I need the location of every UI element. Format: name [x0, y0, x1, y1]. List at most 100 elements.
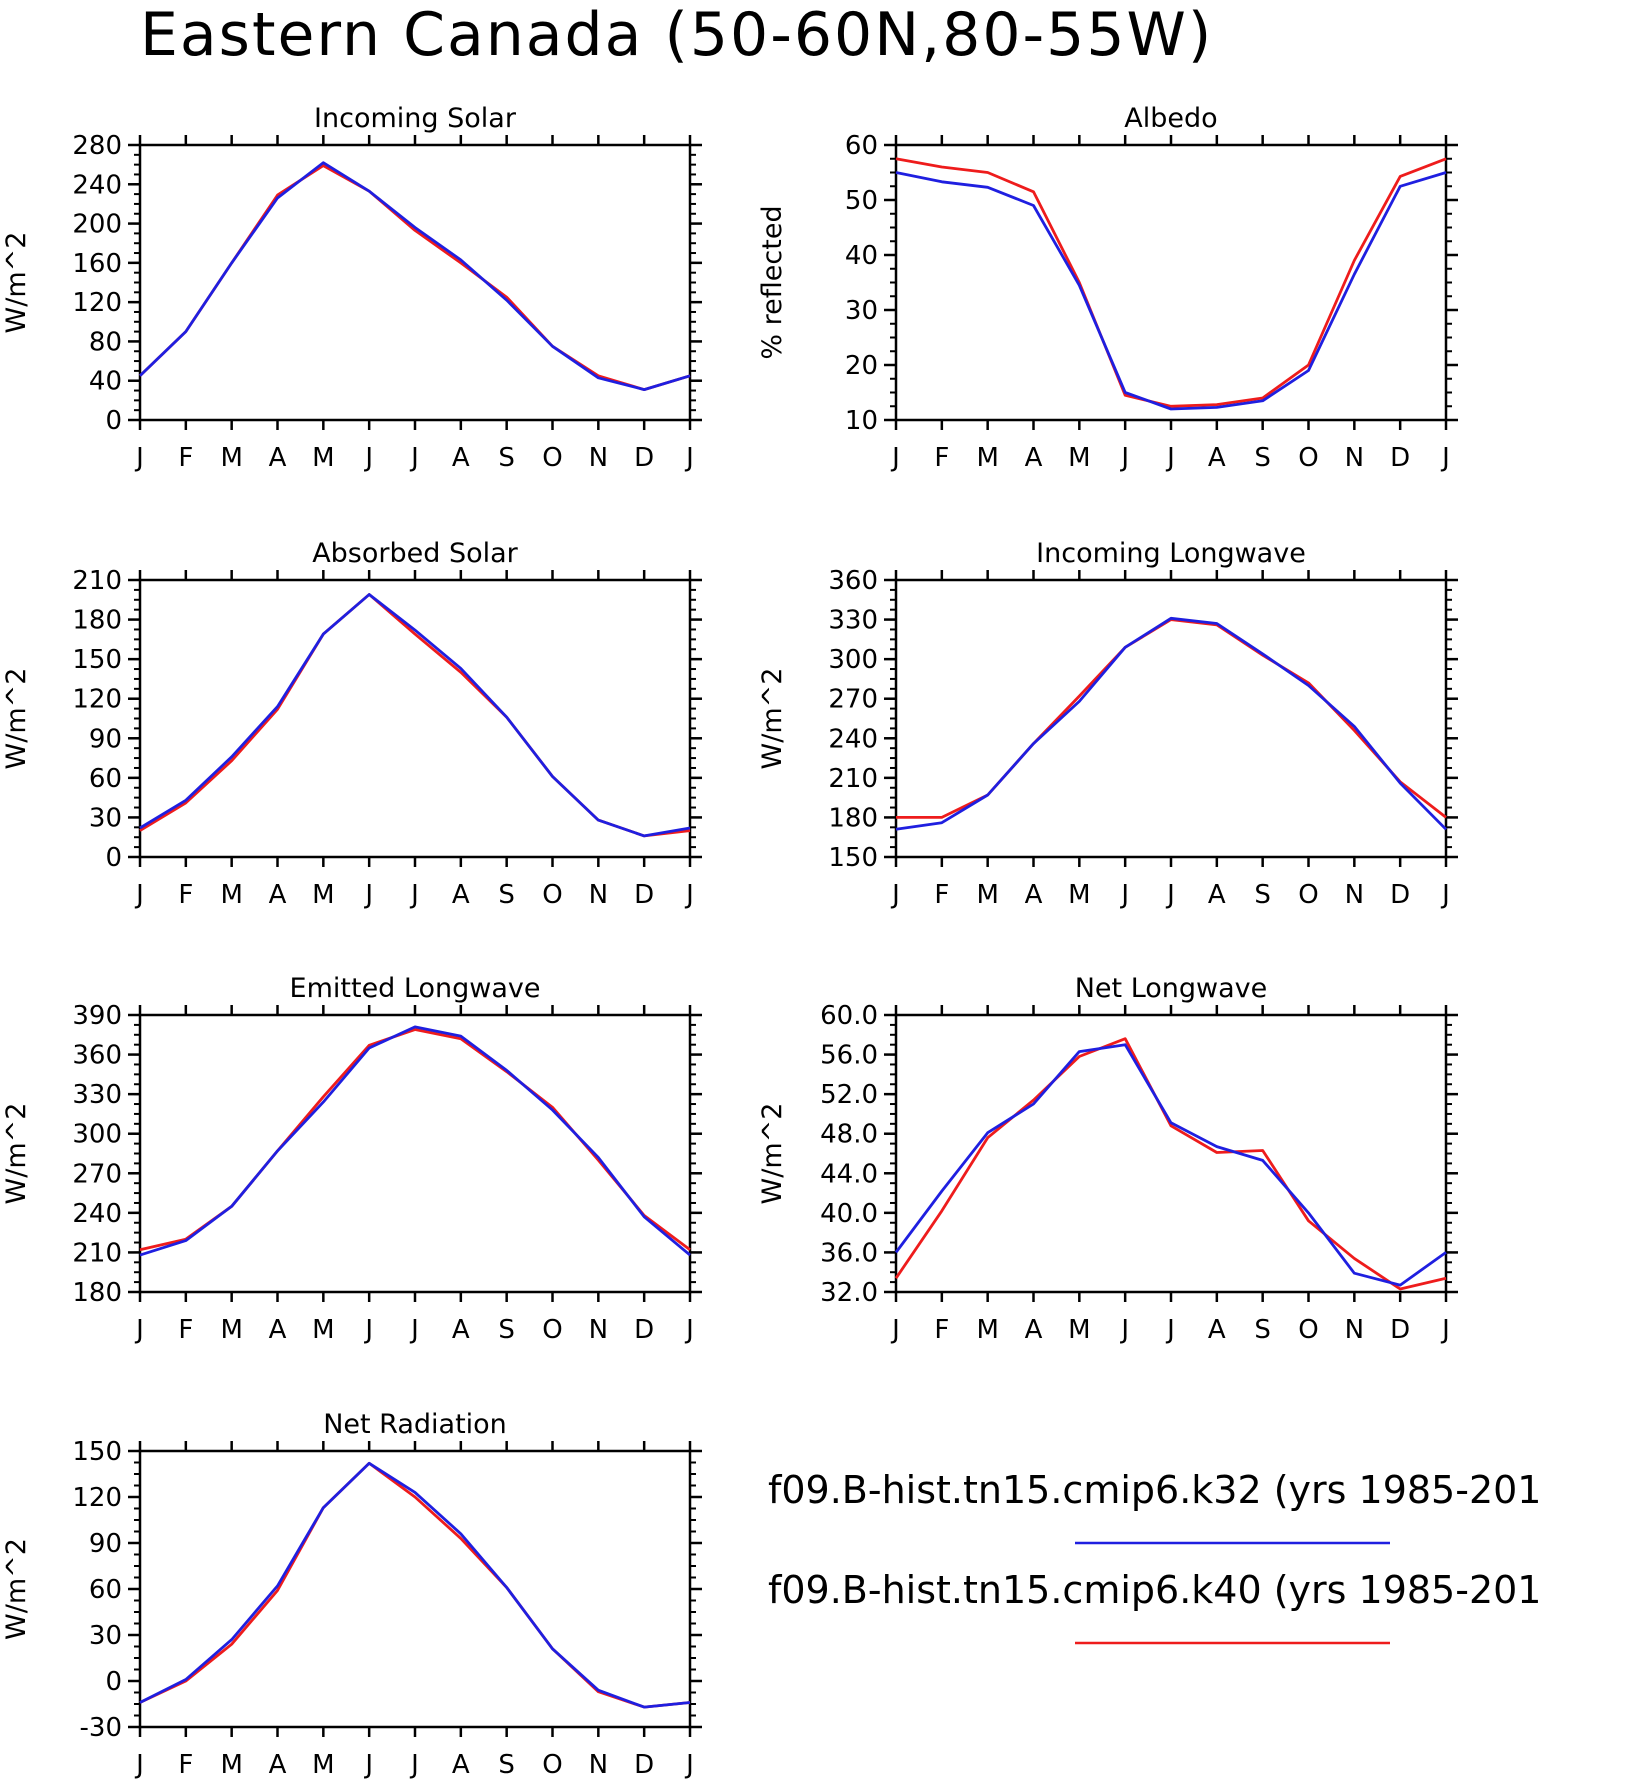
panel-title: Albedo — [1124, 103, 1217, 134]
x-tick-label: F — [178, 880, 193, 910]
y-tick-label: 30 — [845, 296, 878, 326]
plot-frame — [894, 578, 1448, 859]
y-tick-label: 240 — [72, 1199, 122, 1229]
x-tick-label: F — [934, 443, 949, 473]
x-tick-label: A — [452, 1750, 470, 1780]
x-tick-label: J — [890, 1315, 900, 1345]
y-tick-label: 210 — [72, 1238, 122, 1268]
series-line-k32 — [895, 171, 1447, 411]
x-tick-label: M — [976, 880, 998, 910]
x-tick-label: J — [409, 1315, 419, 1345]
series-line-k40 — [139, 1461, 691, 1709]
y-axis-label: W/m^2 — [757, 1103, 788, 1205]
y-tick-label: 210 — [828, 764, 878, 794]
x-tick-label: M — [312, 1750, 334, 1780]
y-tick-label: 0 — [105, 843, 122, 873]
x-tick-label: A — [452, 880, 470, 910]
panel-title: Absorbed Solar — [312, 538, 518, 569]
x-tick-label: S — [1254, 880, 1271, 910]
y-tick-label: 300 — [828, 645, 878, 675]
x-tick-label: J — [134, 880, 144, 910]
x-tick-label: N — [589, 1315, 608, 1345]
y-tick-label: 160 — [72, 249, 122, 279]
x-tick-label: M — [220, 443, 242, 473]
chart-incoming-longwave: J F M A M J J A S O N D J150180210240270300330360Inc… — [757, 538, 1458, 910]
x-tick-label: J — [1119, 443, 1129, 473]
x-tick-label: M — [312, 1315, 334, 1345]
panel-title: Net Longwave — [1075, 973, 1268, 1004]
x-tick-label: S — [498, 880, 515, 910]
y-axis-label: W/m^2 — [757, 668, 788, 770]
y-tick-label: 200 — [72, 210, 122, 240]
series-line-k40 — [894, 1037, 1447, 1291]
x-tick-label: O — [542, 443, 562, 473]
x-tick-label: A — [452, 443, 470, 473]
x-tick-label: J — [684, 1315, 694, 1345]
x-tick-label: A — [1025, 880, 1043, 910]
x-tick-label: A — [1208, 443, 1226, 473]
page-title: Eastern Canada (50-60N,80-55W) — [140, 0, 1214, 70]
x-tick-label: J — [1119, 1315, 1129, 1345]
y-tick-label: 180 — [72, 1278, 122, 1308]
x-tick-label: M — [976, 1315, 998, 1345]
y-tick-label: 56.0 — [820, 1041, 878, 1071]
y-tick-label: 40 — [845, 241, 878, 271]
x-tick-label: S — [1254, 1315, 1271, 1345]
y-tick-label: 30 — [89, 1621, 122, 1651]
x-tick-label: A — [452, 1315, 470, 1345]
y-tick-label: 270 — [828, 685, 878, 715]
y-tick-label: 48.0 — [820, 1120, 878, 1150]
series-line-k32 — [139, 1461, 691, 1709]
panel-title: Net Radiation — [323, 1409, 507, 1440]
legend-label-k32: f09.B-hist.tn15.cmip6.k32 (yrs 1985-201 — [768, 1468, 1542, 1512]
y-tick-label: 20 — [845, 351, 878, 381]
y-tick-label: 330 — [72, 1080, 122, 1110]
legend-entry-k40: f09.B-hist.tn15.cmip6.k40 (yrs 1985-201 — [768, 1568, 1541, 1612]
chart-emitted-longwave: J F M A M J J A S O N D J180210240270300330360390Emi… — [1, 973, 702, 1345]
x-tick-label: D — [634, 1315, 654, 1345]
y-tick-label: 300 — [72, 1120, 122, 1150]
y-tick-label: 36.0 — [820, 1238, 878, 1268]
y-axis-label: W/m^2 — [1, 1538, 32, 1640]
y-tick-label: 120 — [72, 1483, 122, 1513]
x-tick-label: N — [589, 443, 608, 473]
x-tick-label: A — [269, 1750, 287, 1780]
y-tick-label: 40 — [89, 367, 122, 397]
series-line-k40 — [895, 157, 1447, 408]
y-axis-label: % reflected — [757, 205, 788, 359]
y-tick-label: 120 — [72, 685, 122, 715]
x-tick-label: J — [890, 880, 900, 910]
y-tick-label: 270 — [72, 1159, 122, 1189]
x-tick-label: M — [220, 1315, 242, 1345]
x-tick-label: J — [1119, 880, 1129, 910]
y-tick-label: 120 — [72, 288, 122, 318]
panel-title: Emitted Longwave — [290, 973, 541, 1004]
y-tick-label: 44.0 — [820, 1159, 878, 1189]
y-tick-label: 60 — [89, 764, 122, 794]
series-line-k32 — [139, 593, 691, 838]
x-tick-label: O — [542, 1750, 562, 1780]
y-tick-label: 60.0 — [820, 1001, 878, 1031]
x-tick-label: N — [1345, 1315, 1364, 1345]
x-tick-label: N — [1345, 443, 1364, 473]
y-tick-label: 60 — [89, 1575, 122, 1605]
x-tick-label: A — [269, 880, 287, 910]
x-tick-label: M — [220, 880, 242, 910]
x-tick-label: O — [1298, 880, 1318, 910]
x-tick-label: O — [1298, 443, 1318, 473]
x-tick-label: D — [634, 443, 654, 473]
x-tick-label: S — [498, 1315, 515, 1345]
x-tick-label: M — [1068, 1315, 1090, 1345]
x-tick-label: D — [1390, 880, 1410, 910]
x-tick-label: O — [542, 880, 562, 910]
series-line-k32 — [895, 616, 1447, 831]
x-tick-label: D — [634, 880, 654, 910]
y-tick-label: 30 — [89, 803, 122, 833]
y-tick-label: 390 — [72, 1001, 122, 1031]
y-tick-label: 330 — [828, 606, 878, 636]
y-axis-label: W/m^2 — [1, 668, 32, 770]
y-tick-label: 32.0 — [820, 1278, 878, 1308]
series-line-k32 — [894, 1043, 1447, 1287]
x-tick-label: F — [934, 880, 949, 910]
